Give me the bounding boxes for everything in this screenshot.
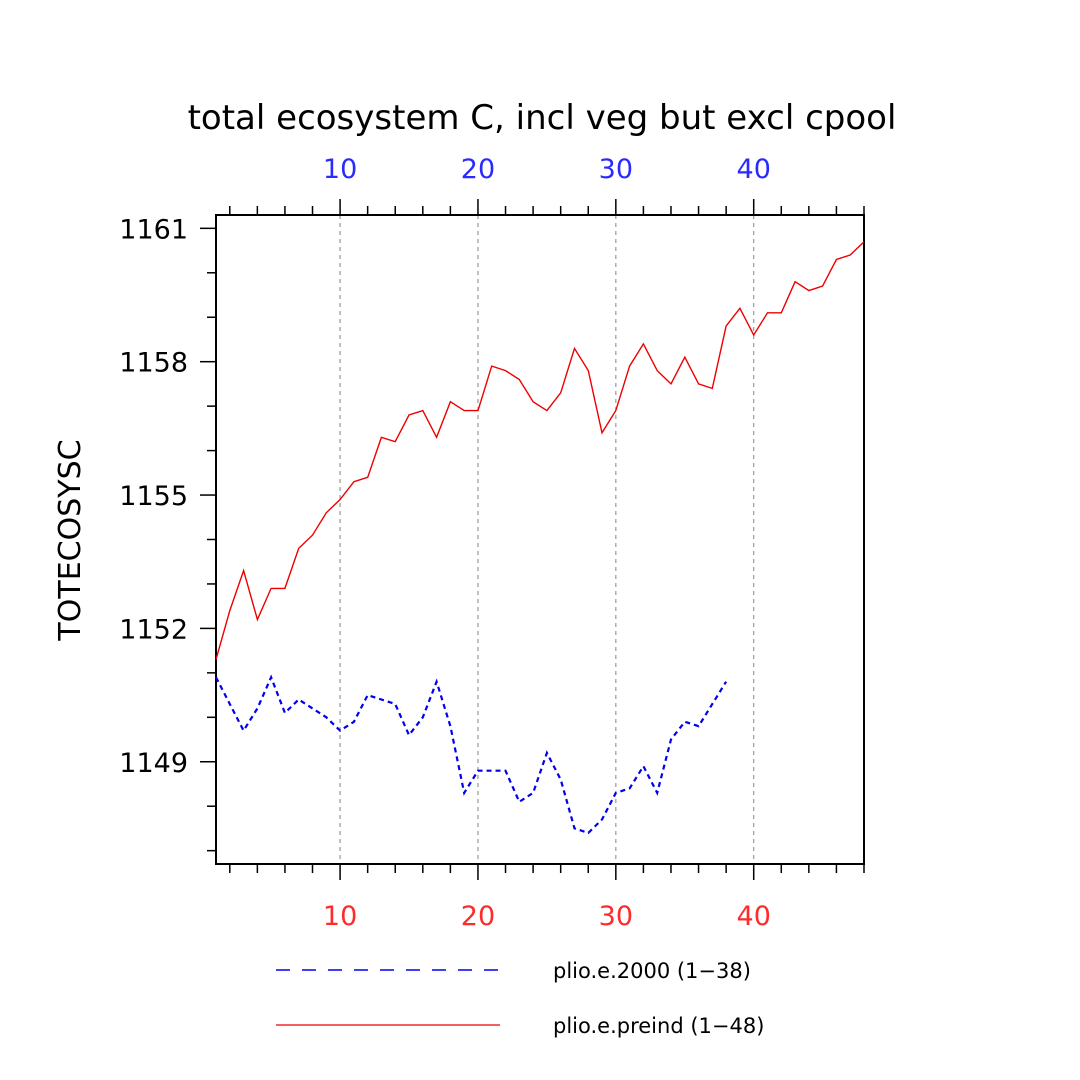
gridlines [339,215,755,864]
legend-label-0: plio.e.2000 (1−38) [553,959,751,983]
y-tick-label: 1155 [119,481,188,512]
plot-border [215,214,865,865]
x-tick-label-top: 40 [737,154,771,185]
x-tick-label-bottom: 10 [323,901,357,932]
y-tick-label: 1152 [119,614,188,645]
series-line-1 [215,241,865,660]
chart-title: total ecosystem C, incl veg but excl cpo… [188,98,897,138]
legend: plio.e.2000 (1−38) plio.e.preind (1−48) [276,959,764,1038]
series-line-0 [215,674,728,835]
plot-frame [215,214,865,865]
x-tick-label-bottom: 20 [461,901,495,932]
y-tick-label: 1161 [119,214,188,245]
x-tick-label-top: 20 [461,154,495,185]
x-tick-label-top: 30 [599,154,633,185]
series-lines [215,241,865,835]
x-tick-label-top: 10 [323,154,357,185]
y-axis-label: TOTECOSYSC [53,439,88,641]
axis-ticks: 1149 1152 1155 1158 1161 10 10 20 20 30 30 40 40 [119,154,865,932]
y-tick-label: 1158 [119,348,188,379]
y-tick-label: 1149 [119,748,188,779]
legend-label-1: plio.e.preind (1−48) [553,1014,764,1038]
x-tick-label-bottom: 40 [737,901,771,932]
x-tick-label-bottom: 30 [599,901,633,932]
